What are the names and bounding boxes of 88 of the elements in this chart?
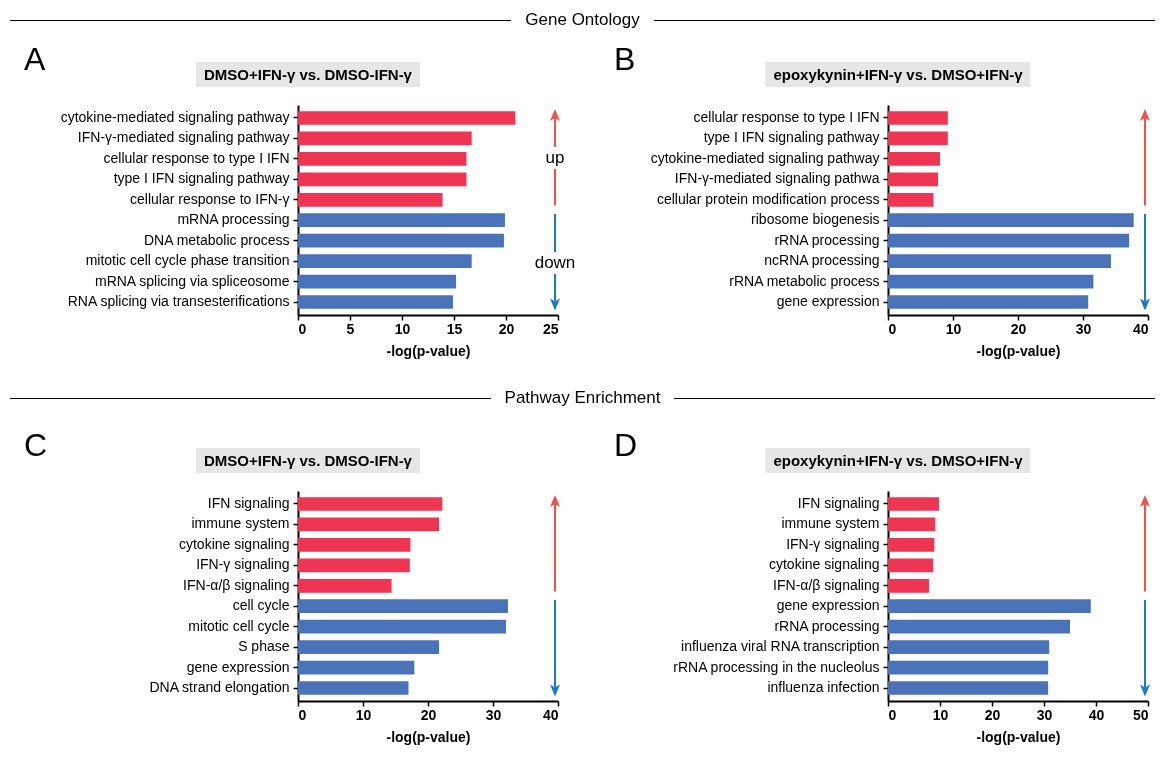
y-tick-label: DNA strand elongation <box>149 679 290 696</box>
chart-title: epoxykynin+IFN-γ vs. DMSO+IFN-γ <box>765 62 1031 87</box>
x-tick-label: 25 <box>542 320 559 337</box>
y-tick-label: IFN-α/β signaling <box>183 576 290 593</box>
y-tick-label: mitotic cell cycle phase transition <box>85 252 290 269</box>
y-tick-label: rRNA processing <box>774 231 880 248</box>
y-tick-label: influenza infection <box>767 679 880 696</box>
x-axis-title: -log(p-value) <box>386 728 471 745</box>
x-axis-title: -log(p-value) <box>386 342 471 359</box>
y-tick-label: cytokine signaling <box>178 535 290 552</box>
x-tick-label: 30 <box>1075 320 1092 337</box>
x-tick-label: 10 <box>394 320 411 337</box>
y-tick-label: IFN-α/β signaling <box>773 576 880 593</box>
y-tick-label: rRNA metabolic process <box>729 272 880 289</box>
x-tick-label: 50 <box>1132 706 1149 723</box>
x-tick-label: 20 <box>420 706 437 723</box>
y-tick-label: gene expression <box>776 293 880 310</box>
y-tick-label: IFN-γ signaling <box>196 556 290 573</box>
x-tick-label: 10 <box>355 706 372 723</box>
y-tick-label: immune system <box>191 515 290 532</box>
x-tick-label: 10 <box>945 320 962 337</box>
x-tick-label: 30 <box>485 706 502 723</box>
bar <box>298 558 410 573</box>
x-tick-label: 0 <box>298 320 307 337</box>
bar <box>298 599 508 614</box>
y-tick-label: cellular protein modification process <box>656 190 880 207</box>
x-tick-label: 0 <box>298 706 307 723</box>
bar <box>298 517 440 532</box>
y-tick-label: ncRNA processing <box>764 252 880 269</box>
x-axis-title: -log(p-value) <box>976 728 1061 745</box>
chart-title: epoxykynin+IFN-γ vs. DMSO+IFN-γ <box>765 448 1031 473</box>
x-tick-label: 30 <box>1036 706 1053 723</box>
y-tick-label: rRNA processing in the nucleolus <box>673 658 880 675</box>
x-tick-label: 40 <box>1088 706 1105 723</box>
annotation: down <box>534 251 576 274</box>
y-tick-label: IFN-γ-mediated signaling pathwa <box>674 170 880 187</box>
x-tick-label: 40 <box>1132 320 1149 337</box>
y-tick-label: cell cycle <box>232 597 290 614</box>
x-tick-label: 20 <box>984 706 1001 723</box>
x-tick-label: 0 <box>888 320 897 337</box>
x-tick-label: 20 <box>1010 320 1027 337</box>
text: Pathway Enrichment <box>503 388 662 408</box>
y-tick-label: mitotic cell cycle <box>188 617 290 634</box>
y-tick-label: cytokine-mediated signaling pathway <box>650 149 880 166</box>
y-tick-label: IFN signaling <box>207 494 290 511</box>
y-tick-label: IFN-γ-mediated signaling pathway <box>77 129 290 146</box>
bar <box>298 681 409 695</box>
annotation: up <box>545 146 565 169</box>
y-tick-label: mRNA processing <box>177 211 290 228</box>
y-tick-label: type I IFN signaling pathway <box>113 170 290 187</box>
text: D <box>614 427 638 463</box>
y-tick-label: IFN-γ signaling <box>786 535 880 552</box>
x-tick-label: 15 <box>446 320 463 337</box>
y-tick-label: RNA splicing via transesterifications <box>67 293 290 310</box>
y-tick-label: DNA metabolic process <box>143 231 290 248</box>
y-tick-label: cellular response to IFN-γ <box>129 190 290 207</box>
bar <box>298 578 392 593</box>
y-tick-label: immune system <box>781 515 880 532</box>
x-tick-label: 0 <box>888 706 897 723</box>
bar <box>298 538 411 552</box>
bar <box>298 619 506 634</box>
bar <box>298 640 440 654</box>
x-tick-label: 5 <box>346 320 355 337</box>
bar <box>298 497 443 511</box>
x-tick-label: 10 <box>932 706 949 723</box>
y-tick-label: cytokine-mediated signaling pathway <box>60 108 290 125</box>
bar <box>298 660 415 675</box>
y-tick-label: gene expression <box>776 597 880 614</box>
x-axis-title: -log(p-value) <box>976 342 1061 359</box>
y-tick-label: S phase <box>238 638 290 655</box>
chart-title: DMSO+IFN-γ vs. DMSO-IFN-γ <box>196 448 420 473</box>
y-tick-label: gene expression <box>186 658 290 675</box>
y-tick-label: cytokine signaling <box>768 556 880 573</box>
x-tick-label: 20 <box>498 320 515 337</box>
y-tick-label: rRNA processing <box>774 617 880 634</box>
y-tick-label: cellular response to type I IFN <box>693 108 880 125</box>
y-tick-label: influenza viral RNA transcription <box>681 638 880 655</box>
y-tick-label: ribosome biogenesis <box>751 211 880 228</box>
text: A <box>24 41 46 77</box>
y-tick-label: cellular response to type I IFN <box>103 149 290 166</box>
text: Gene Ontology <box>524 10 641 30</box>
chart-title: DMSO+IFN-γ vs. DMSO-IFN-γ <box>196 62 420 87</box>
text: C <box>24 427 48 463</box>
y-tick-label: type I IFN signaling pathway <box>703 129 880 146</box>
y-tick-label: mRNA splicing via spliceosome <box>94 272 290 289</box>
y-tick-label: IFN signaling <box>797 494 880 511</box>
x-tick-label: 40 <box>542 706 559 723</box>
text: B <box>614 41 636 77</box>
